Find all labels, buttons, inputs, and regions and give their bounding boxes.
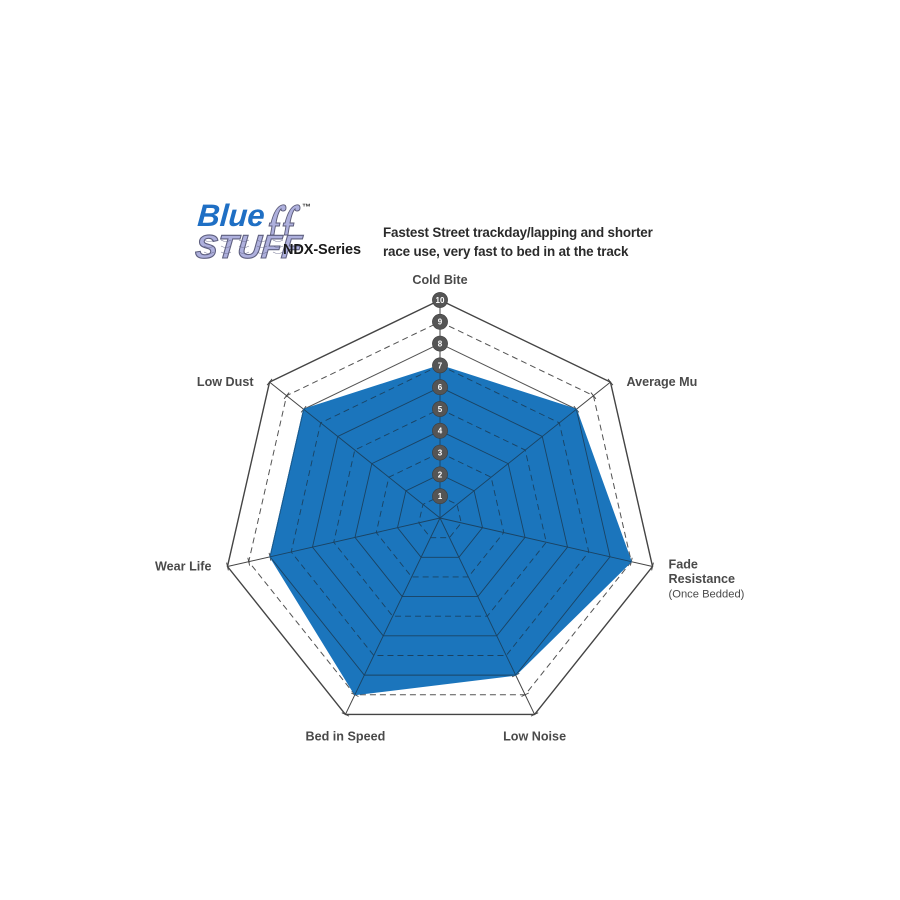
axis-label-fade-resistance: Fade [669, 558, 698, 572]
grid-spoke-overlay-4 [345, 517, 441, 695]
tagline-line-1: Fastest Street trackday/lapping and shor… [383, 225, 653, 240]
bluestuff-logo-svg: Blue ™ STUFF [195, 198, 311, 267]
scale-badge-circle [432, 401, 448, 417]
logo-word-stuff: STUFF [195, 229, 305, 267]
axis-tick [226, 562, 229, 571]
radar-scale-badges: 1 2 3 4 5 6 7 8 9 10 [432, 292, 448, 505]
data-series-NDX-Series [269, 364, 632, 696]
axis-tick [530, 712, 539, 717]
grid-ring-overlay-7 [290, 365, 590, 656]
axis-sublabel-fade-resistance: (Once Bedded) [669, 589, 745, 601]
grid-ring-overlay-4 [354, 430, 526, 598]
scale-badge-label: 6 [438, 383, 443, 392]
grid-ring-10 [226, 299, 654, 716]
scale-badge-label: 9 [438, 318, 443, 327]
scale-badge-circle [432, 422, 448, 439]
axis-tick [341, 712, 350, 717]
bluestuff-logo: Blue ™ STUFF [195, 196, 370, 268]
scale-badge-10: 10 [432, 292, 448, 308]
axis-tick [590, 392, 597, 400]
series-name: NDX-Series [283, 242, 361, 258]
grid-ring-9 [248, 321, 632, 696]
axis-tick [283, 392, 290, 400]
scale-badge-label: 8 [438, 340, 443, 349]
scale-badge-label: 7 [438, 361, 443, 370]
axis-label-cold-bite: Cold Bite [412, 273, 467, 287]
scale-badge-label: 1 [438, 492, 443, 501]
axis-label-low-noise: Low Noise [503, 729, 566, 743]
grid-spoke-overlay-2 [439, 517, 632, 567]
scale-badge-circle [432, 466, 448, 483]
axis-tick [521, 692, 529, 697]
scale-badge-label: 3 [438, 449, 443, 458]
scale-badge-7: 7 [432, 357, 448, 374]
scale-badge-6: 6 [432, 379, 448, 396]
scale-badge-label: 10 [436, 296, 445, 305]
scale-badge-circle [432, 357, 448, 374]
scale-badge-1: 1 [432, 488, 448, 505]
scale-badge-label: 5 [438, 405, 443, 414]
axis-tick [607, 378, 614, 386]
scale-badge-9: 9 [432, 313, 448, 330]
grid-ring-overlay-3 [375, 452, 505, 578]
axis-label-fade-resistance: Resistance [669, 572, 736, 586]
axis-label-low-dust: Low Dust [197, 375, 254, 389]
scale-badge-circle [432, 292, 448, 308]
axis-tick [651, 562, 654, 571]
axis-tick [247, 557, 251, 566]
scale-badge-circle [432, 379, 448, 396]
scale-badge-circle [432, 444, 448, 461]
tagline-line-2: race use, very fast to bed in at the tra… [383, 243, 629, 259]
scale-badge-label: 4 [438, 427, 443, 436]
grid-ring-overlay-1 [418, 495, 462, 539]
axis-label-bed-in-speed: Bed in Speed [306, 729, 386, 743]
scale-badge-circle [432, 488, 448, 505]
axis-tick [266, 378, 273, 386]
grid-spoke-overlay-5 [269, 517, 441, 567]
scale-badge-8: 8 [432, 335, 448, 352]
scale-badge-5: 5 [432, 401, 448, 417]
logo-word-blue: Blue [196, 198, 266, 233]
scale-badge-2: 2 [432, 466, 448, 483]
radar-data-polygon [269, 364, 632, 696]
grid-ring-overlay-5 [333, 408, 547, 617]
logo-scale-flourish-top [268, 204, 301, 236]
grid-ring-overlay-6 [311, 386, 569, 637]
logo-trademark: ™ [302, 202, 311, 212]
axis-label-wear-life: Wear Life [155, 560, 211, 574]
logo-word-stuff-text: STUFF [195, 229, 304, 266]
grid-ring-overlay-2 [397, 473, 483, 558]
scale-badge-3: 3 [432, 444, 448, 461]
axis-label-average-mu: Average Mu [626, 375, 697, 389]
scale-badge-label: 2 [438, 470, 443, 479]
scale-badge-circle [432, 313, 448, 330]
scale-badge-circle [432, 335, 448, 352]
tagline: Fastest Street trackday/lapping and shor… [383, 224, 673, 261]
scale-badge-4: 4 [432, 422, 448, 439]
header: Blue ™ STUFF [195, 196, 715, 276]
